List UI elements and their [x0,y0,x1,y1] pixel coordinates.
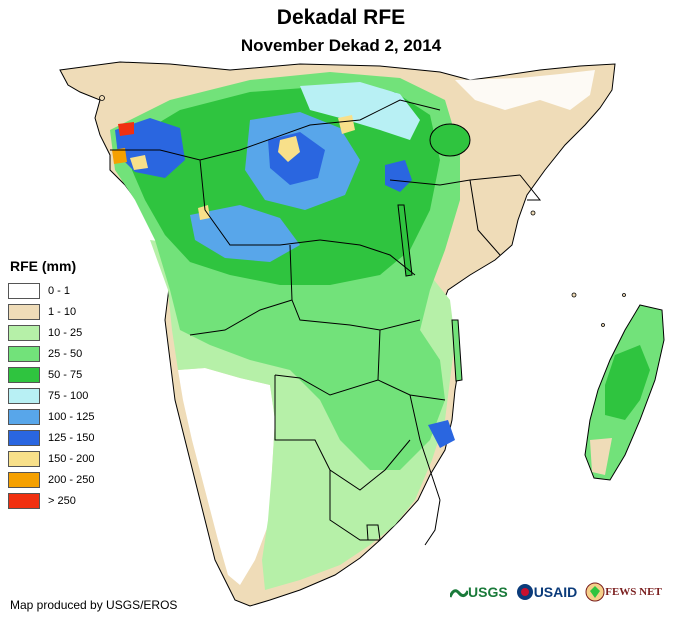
legend-label: 200 - 250 [48,473,95,486]
legend-item: 100 - 125 [8,406,94,427]
fews-globe-icon [585,582,605,602]
rain-band-125-150-c [385,160,412,192]
legend-item: 125 - 150 [8,427,94,448]
legend-item: 200 - 250 [8,469,94,490]
legend-swatch [8,471,40,488]
usgs-logo: USGS [450,583,508,601]
legend-label: 150 - 200 [48,452,95,465]
dry-region-northeast [455,70,595,110]
legend-swatch [8,408,40,425]
usgs-logo-text: USGS [468,584,508,600]
fews-net-logo: FEWS NET [585,582,662,602]
legend-label: 75 - 100 [48,389,89,402]
logo-strip: USGS USAID FEWS NET [450,582,662,602]
legend-label: 100 - 125 [48,410,95,423]
legend-item: 0 - 1 [8,280,94,301]
legend-item: 25 - 50 [8,343,94,364]
usgs-icon [450,589,468,598]
dry-region-southwest [178,368,275,585]
legend-swatch [8,387,40,404]
legend-label: 25 - 50 [48,347,83,360]
lake-victoria [429,123,471,157]
country-borders [110,99,542,546]
legend-swatch [8,366,40,383]
legend-label: 0 - 1 [48,284,71,297]
legend-item: 150 - 200 [8,448,94,469]
madagascar-wet-core [605,345,650,420]
map-title: Dekadal RFE [276,6,406,29]
rain-band-150-200 [278,136,300,162]
usaid-logo-text: USAID [533,584,578,600]
rain-band-150-200-d [198,205,210,220]
rain-band-over-250 [118,122,134,136]
footer-credit: Map produced by USGS/EROS [10,598,178,612]
legend-label: 125 - 150 [48,431,95,444]
rain-band-125-150-d [428,420,455,448]
rain-band-100-125-b [190,205,300,262]
legend-swatch [8,450,40,467]
rain-band-150-200-c [130,155,148,170]
legend-swatch [8,429,40,446]
legend-item: 10 - 25 [8,322,94,343]
islands [99,95,626,327]
legend-item: 50 - 75 [8,364,94,385]
usaid-logo: USAID [516,583,578,601]
madagascar-dry-south [590,438,612,475]
lake-tanganyika [397,204,413,277]
legend-swatch [8,324,40,341]
legend-rows: 0 - 1 1 - 10 10 - 25 25 - 50 50 - 75 75 - 100… [8,280,94,511]
legend-item: 1 - 10 [8,301,94,322]
legend-swatch [8,492,40,509]
rain-band-200-250 [112,148,127,164]
fews-net-logo-text: FEWS NET [605,586,662,598]
legend-swatch [8,303,40,320]
legend-item: 75 - 100 [8,385,94,406]
legend-label: 1 - 10 [48,305,77,318]
rain-band-150-200-b [338,115,355,134]
legend-label: 10 - 25 [48,326,83,339]
legend-label: > 250 [48,494,76,507]
lake-malawi [451,319,463,382]
legend-item: > 250 [8,490,94,511]
legend: RFE (mm) 0 - 1 1 - 10 10 - 25 25 - 50 50 - 7… [8,258,94,511]
legend-swatch [8,345,40,362]
rain-band-75-100 [300,82,420,140]
legend-label: 50 - 75 [48,368,83,381]
map-subtitle: November Dekad 2, 2014 [240,36,442,55]
legend-swatch [8,282,40,299]
usaid-seal-icon [516,584,533,600]
legend-title: RFE (mm) [10,258,77,274]
